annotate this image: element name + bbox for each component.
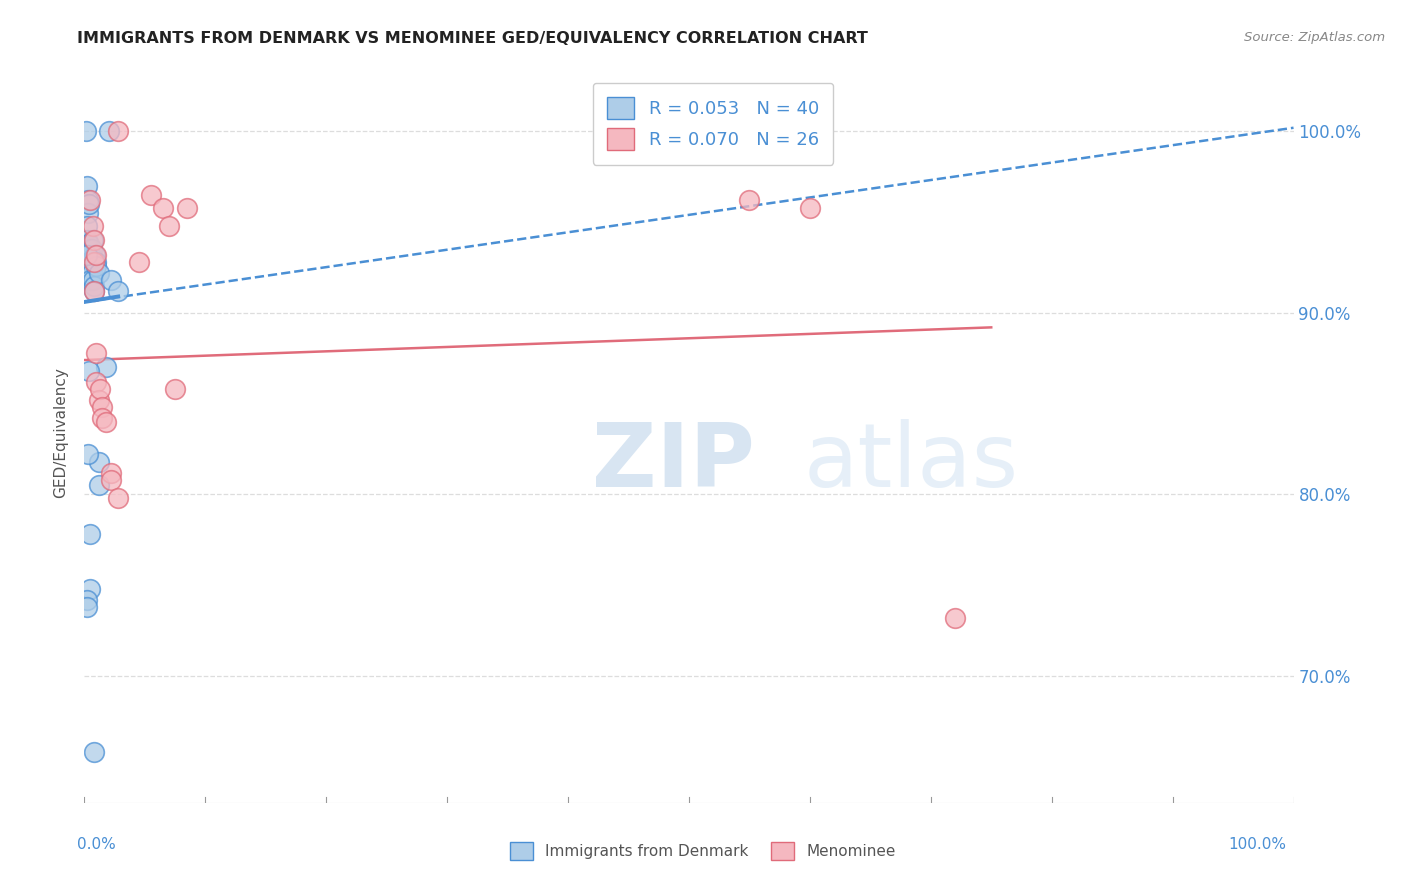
Point <box>82 273 104 287</box>
Point <box>94 360 117 375</box>
Point <box>77 260 100 275</box>
Point <box>77 236 100 251</box>
Point <box>83 278 105 293</box>
Point <box>152 201 174 215</box>
Point <box>91 401 114 415</box>
Point <box>75 124 97 138</box>
Point <box>80 266 103 280</box>
Point <box>79 194 101 208</box>
Text: 0.0%: 0.0% <box>77 837 117 852</box>
Point <box>94 415 117 429</box>
Point <box>100 473 122 487</box>
Point <box>86 345 108 359</box>
Point <box>76 178 98 193</box>
Point <box>91 411 114 425</box>
Point <box>943 611 966 625</box>
Point <box>157 219 180 233</box>
Point <box>100 466 122 480</box>
Point <box>86 248 108 262</box>
Point <box>738 194 761 208</box>
Point <box>86 259 108 273</box>
Point <box>77 197 100 211</box>
Point <box>77 255 100 269</box>
Text: ZIP: ZIP <box>592 418 755 506</box>
Point <box>83 284 105 298</box>
Point <box>89 382 111 396</box>
Point <box>76 592 98 607</box>
Point <box>77 447 100 461</box>
Text: 100.0%: 100.0% <box>1229 837 1286 852</box>
Point <box>87 478 110 492</box>
Point <box>176 201 198 215</box>
Point <box>79 252 101 266</box>
Point <box>87 455 110 469</box>
Point <box>79 243 101 257</box>
Point <box>97 124 120 138</box>
Point <box>128 255 150 269</box>
Point <box>77 194 100 208</box>
Point <box>87 392 110 407</box>
Text: Source: ZipAtlas.com: Source: ZipAtlas.com <box>1244 31 1385 45</box>
Point <box>80 255 103 269</box>
Point <box>83 233 105 247</box>
Y-axis label: GED/Equivalency: GED/Equivalency <box>53 368 69 498</box>
Point <box>165 382 187 396</box>
Point <box>799 201 821 215</box>
Point <box>76 233 98 247</box>
Point <box>79 582 101 596</box>
Point <box>107 284 129 298</box>
Point <box>86 375 108 389</box>
Point <box>83 745 105 759</box>
Point <box>76 248 98 262</box>
Point <box>107 491 129 505</box>
Text: atlas: atlas <box>804 418 1019 506</box>
Point <box>84 248 107 262</box>
Text: IMMIGRANTS FROM DENMARK VS MENOMINEE GED/EQUIVALENCY CORRELATION CHART: IMMIGRANTS FROM DENMARK VS MENOMINEE GED… <box>77 31 869 46</box>
Point <box>82 252 104 266</box>
Point <box>83 284 105 298</box>
Point <box>100 273 122 287</box>
Point <box>139 188 162 202</box>
Point <box>76 219 98 233</box>
Point <box>87 266 110 280</box>
Point <box>79 273 101 287</box>
Point <box>83 255 105 269</box>
Point <box>76 599 98 614</box>
Point <box>77 364 100 378</box>
Point <box>77 248 100 262</box>
Point <box>77 206 100 220</box>
Point <box>82 233 104 247</box>
Legend: R = 0.053   N = 40, R = 0.070   N = 26: R = 0.053 N = 40, R = 0.070 N = 26 <box>593 83 834 164</box>
Legend: Immigrants from Denmark, Menominee: Immigrants from Denmark, Menominee <box>503 836 903 866</box>
Point <box>79 527 101 541</box>
Point <box>107 124 129 138</box>
Point <box>86 255 108 269</box>
Point <box>82 219 104 233</box>
Point <box>80 243 103 257</box>
